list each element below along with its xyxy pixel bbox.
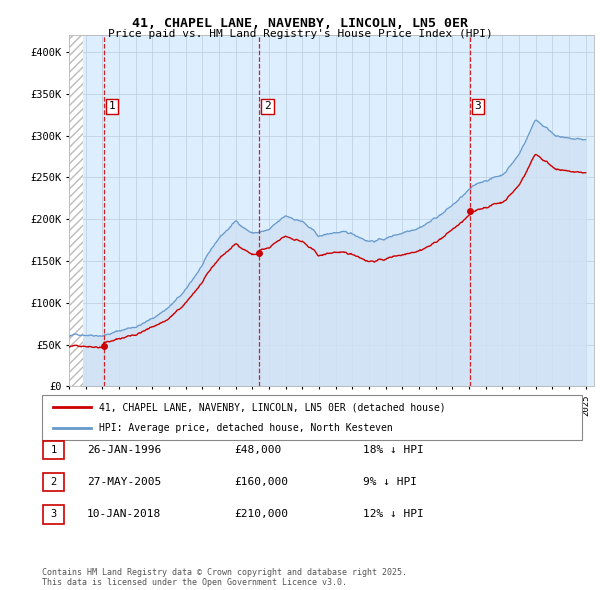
Text: 2: 2 xyxy=(264,101,271,112)
Text: 41, CHAPEL LANE, NAVENBY, LINCOLN, LN5 0ER: 41, CHAPEL LANE, NAVENBY, LINCOLN, LN5 0… xyxy=(132,17,468,30)
Text: 41, CHAPEL LANE, NAVENBY, LINCOLN, LN5 0ER (detached house): 41, CHAPEL LANE, NAVENBY, LINCOLN, LN5 0… xyxy=(98,402,445,412)
Text: 18% ↓ HPI: 18% ↓ HPI xyxy=(363,445,424,454)
Text: £48,000: £48,000 xyxy=(234,445,281,454)
Text: 2: 2 xyxy=(50,477,56,487)
Text: 9% ↓ HPI: 9% ↓ HPI xyxy=(363,477,417,487)
Text: 12% ↓ HPI: 12% ↓ HPI xyxy=(363,510,424,519)
Text: 26-JAN-1996: 26-JAN-1996 xyxy=(87,445,161,454)
Text: 1: 1 xyxy=(109,101,115,112)
Text: £160,000: £160,000 xyxy=(234,477,288,487)
Text: £210,000: £210,000 xyxy=(234,510,288,519)
Text: 10-JAN-2018: 10-JAN-2018 xyxy=(87,510,161,519)
Bar xyxy=(69,35,83,386)
Text: Price paid vs. HM Land Registry's House Price Index (HPI): Price paid vs. HM Land Registry's House … xyxy=(107,29,493,39)
Bar xyxy=(69,35,83,386)
Text: 3: 3 xyxy=(50,510,56,519)
Text: Contains HM Land Registry data © Crown copyright and database right 2025.
This d: Contains HM Land Registry data © Crown c… xyxy=(42,568,407,587)
Text: 3: 3 xyxy=(475,101,481,112)
Text: 1: 1 xyxy=(50,445,56,454)
Text: 27-MAY-2005: 27-MAY-2005 xyxy=(87,477,161,487)
Text: HPI: Average price, detached house, North Kesteven: HPI: Average price, detached house, Nort… xyxy=(98,422,392,432)
